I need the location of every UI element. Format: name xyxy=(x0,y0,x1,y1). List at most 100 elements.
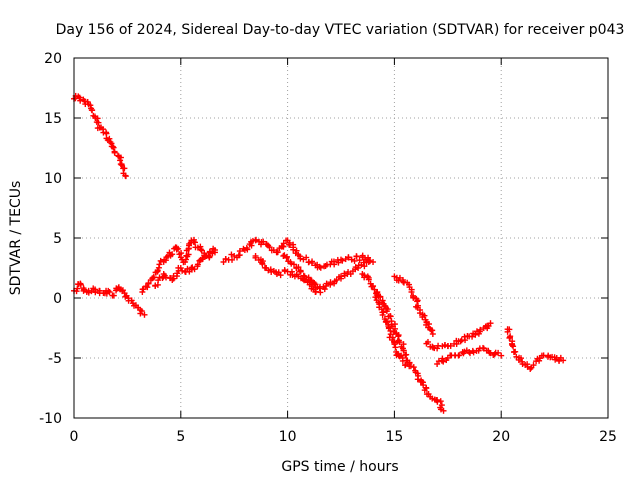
data-point-fill xyxy=(94,115,101,122)
data-point-fill xyxy=(297,268,304,275)
data-point-fill xyxy=(228,251,235,258)
data-point-fill xyxy=(477,326,484,333)
data-point-fill xyxy=(312,288,319,295)
data-point-fill xyxy=(504,328,511,335)
x-tick-label: 0 xyxy=(70,429,79,445)
data-point-fill xyxy=(391,341,398,348)
data-point-fill xyxy=(456,352,463,359)
data-point-fill xyxy=(267,266,274,273)
data-point-fill xyxy=(118,162,125,169)
data-point-fill xyxy=(506,334,513,341)
data-point-fill xyxy=(377,293,384,300)
data-point-fill xyxy=(428,327,435,334)
data-point-fill xyxy=(442,342,449,349)
data-point-fill xyxy=(229,256,236,263)
data-point xyxy=(280,253,287,259)
data-point-fill xyxy=(369,283,376,290)
data-point-fill xyxy=(87,102,94,109)
data-point-fill xyxy=(389,334,396,341)
data-point-fill xyxy=(182,268,189,275)
data-point-fill xyxy=(88,106,95,113)
data-point-fill xyxy=(374,289,381,296)
y-tick-label: 5 xyxy=(53,231,62,247)
data-point-fill xyxy=(74,285,81,292)
data-point-fill xyxy=(361,263,368,270)
data-point-fill xyxy=(352,264,359,271)
data-point-fill xyxy=(317,264,324,271)
data-point-fill xyxy=(331,261,338,268)
data-point-fill xyxy=(403,351,410,358)
data-point-fill xyxy=(437,398,444,405)
data-point-fill xyxy=(403,357,410,364)
data-point-fill xyxy=(175,264,182,271)
data-point-fill xyxy=(327,281,334,288)
data-point-fill xyxy=(379,311,386,318)
data-point-fill xyxy=(308,260,315,267)
data-point-fill xyxy=(288,260,295,267)
data-point-fill xyxy=(365,276,372,283)
data-point-fill xyxy=(197,246,204,253)
data-point-fill xyxy=(138,308,145,315)
data-point-fill xyxy=(121,165,128,172)
data-point-fill xyxy=(457,338,464,345)
data-point-fill xyxy=(387,313,394,320)
y-tick-label: -5 xyxy=(48,351,62,367)
data-point-fill xyxy=(485,323,492,330)
data-point-fill xyxy=(447,342,454,349)
y-tick-label: 15 xyxy=(44,111,62,127)
data-point-fill xyxy=(260,238,267,245)
data-point-fill xyxy=(414,302,421,309)
data-point-fill xyxy=(387,331,394,338)
data-point-fill xyxy=(414,297,421,304)
data-point-fill xyxy=(194,263,201,270)
data-point-fill xyxy=(305,274,312,281)
y-tick-label: 20 xyxy=(44,51,62,67)
data-point-fill xyxy=(407,363,414,370)
data-point-fill xyxy=(359,252,366,259)
data-point-fill xyxy=(351,257,358,264)
data-point-fill xyxy=(440,358,447,365)
y-tick-label: -10 xyxy=(39,411,62,427)
data-point-fill xyxy=(345,254,352,261)
data-point-fill xyxy=(410,294,417,301)
data-point-fill xyxy=(540,352,547,359)
data-point-fill xyxy=(384,319,391,326)
data-point-fill xyxy=(423,385,430,392)
data-point-fill xyxy=(90,112,97,119)
data-point-fill xyxy=(382,318,389,325)
data-point-fill xyxy=(92,289,99,296)
y-axis-label: SDTVAR / TECUs xyxy=(8,181,24,296)
data-point xyxy=(141,311,148,318)
data-point-fill xyxy=(150,274,157,281)
data-point-fill xyxy=(438,402,445,409)
data-point-fill xyxy=(277,272,284,279)
data-point-fill xyxy=(513,353,520,360)
data-point-fill xyxy=(184,265,191,272)
data-point-fill xyxy=(510,343,517,350)
data-point-fill xyxy=(290,246,297,253)
data-point-fill xyxy=(363,259,370,266)
data-point-fill xyxy=(297,255,304,262)
data-point-fill xyxy=(131,302,138,309)
data-point-fill xyxy=(323,261,330,268)
data-point-fill xyxy=(408,286,415,293)
data-point-fill xyxy=(392,325,399,332)
data-point-fill xyxy=(300,272,307,279)
data-point-fill xyxy=(266,244,273,251)
data-point-fill xyxy=(311,280,318,287)
y-tick-label: 10 xyxy=(44,171,62,187)
data-point-fill xyxy=(341,272,348,279)
data-point-fill xyxy=(337,275,344,282)
data-point-fill xyxy=(303,254,310,261)
data-point-fill xyxy=(163,254,170,261)
data-point-fill xyxy=(461,333,468,340)
data-point-fill xyxy=(96,287,103,294)
data-point-fill xyxy=(356,257,363,264)
data-point-fill xyxy=(295,264,302,271)
x-tick-label: 20 xyxy=(492,429,510,445)
data-point-fill xyxy=(425,321,432,328)
data-point-fill xyxy=(400,341,407,348)
data-point-fill xyxy=(252,254,259,261)
data-point-fill xyxy=(155,264,162,271)
